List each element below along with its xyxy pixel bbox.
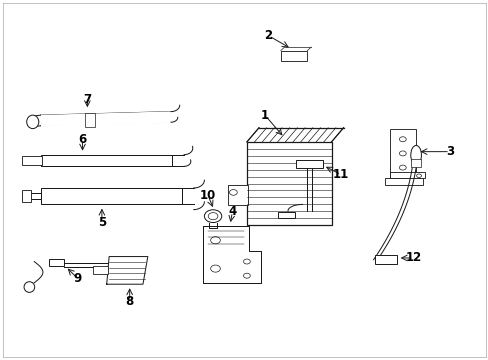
Bar (22, 190, 31, 202)
Bar (280, 51, 307, 61)
Bar (384, 177, 423, 185)
Text: 11: 11 (332, 168, 348, 181)
Text: 7: 7 (83, 93, 91, 107)
Text: 1: 1 (261, 109, 268, 122)
Polygon shape (203, 226, 261, 283)
Text: 5: 5 (98, 216, 106, 229)
Bar (41, 155, 172, 166)
Bar (374, 256, 396, 264)
Polygon shape (106, 257, 147, 284)
Text: 9: 9 (73, 272, 81, 285)
Bar (227, 185, 247, 205)
Bar (41, 188, 181, 204)
Bar (85, 113, 95, 127)
Text: 12: 12 (405, 252, 421, 265)
Bar (22, 156, 42, 166)
Bar (93, 266, 107, 274)
Bar (296, 160, 323, 168)
Text: 6: 6 (78, 134, 86, 147)
Bar (389, 172, 424, 178)
Text: 2: 2 (264, 29, 272, 42)
Ellipse shape (27, 115, 39, 129)
Text: 10: 10 (200, 189, 216, 202)
Bar (410, 159, 420, 167)
Text: 4: 4 (228, 206, 236, 219)
Bar (278, 212, 295, 218)
Bar (49, 260, 64, 266)
Bar (246, 142, 331, 225)
Ellipse shape (24, 282, 35, 292)
Ellipse shape (410, 145, 421, 165)
Text: 8: 8 (125, 295, 134, 308)
Bar (389, 129, 415, 178)
Text: 3: 3 (445, 145, 453, 158)
